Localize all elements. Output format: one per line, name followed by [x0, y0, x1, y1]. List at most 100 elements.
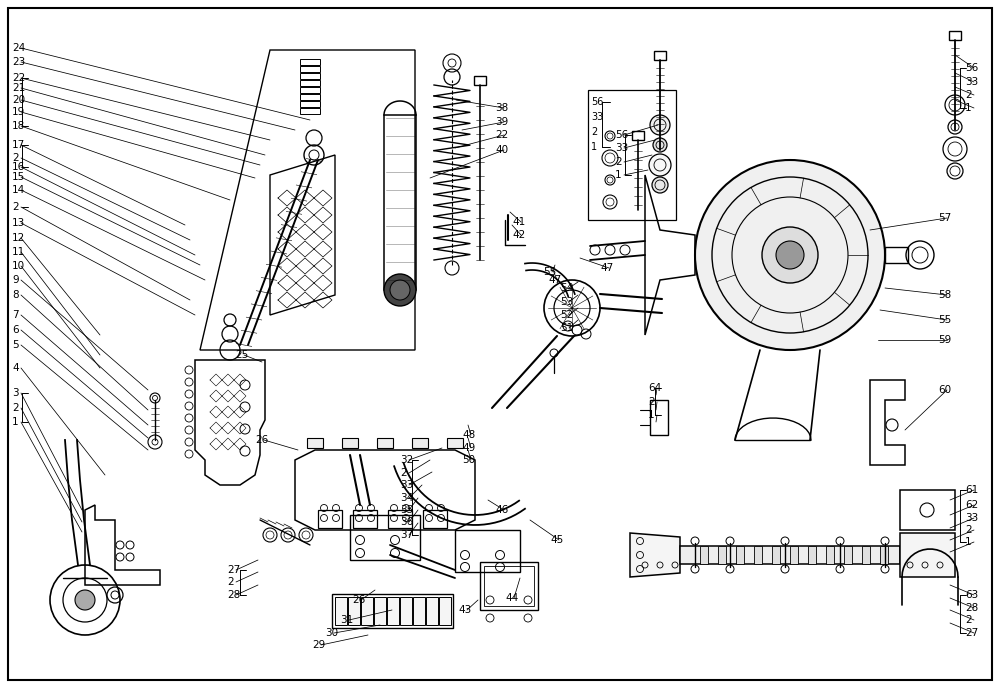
Text: 16: 16: [12, 162, 25, 172]
Text: 60: 60: [938, 385, 951, 395]
Text: 40: 40: [495, 145, 508, 155]
Text: 56: 56: [965, 63, 978, 73]
Bar: [300, 73, 320, 79]
Bar: [318, 510, 342, 528]
Text: 2: 2: [12, 403, 19, 413]
Text: 1: 1: [12, 417, 19, 427]
Text: 56: 56: [615, 130, 628, 140]
Text: 21: 21: [12, 83, 25, 93]
Bar: [680, 546, 900, 564]
Bar: [300, 94, 320, 100]
Text: 18: 18: [12, 121, 25, 131]
Bar: [300, 66, 320, 72]
Text: 1: 1: [965, 537, 972, 547]
Bar: [700, 546, 708, 564]
Text: 12: 12: [12, 233, 25, 243]
Text: 32: 32: [400, 455, 413, 465]
Bar: [790, 546, 798, 564]
Text: 3: 3: [12, 388, 19, 398]
Circle shape: [390, 280, 410, 300]
Text: 4: 4: [12, 363, 19, 373]
Circle shape: [652, 177, 668, 193]
Text: 62: 62: [965, 500, 978, 510]
Text: 54: 54: [560, 283, 573, 293]
Text: 1: 1: [648, 410, 655, 420]
Text: 31: 31: [340, 615, 353, 625]
Bar: [353, 510, 377, 528]
Circle shape: [762, 227, 818, 283]
Text: 39: 39: [495, 117, 508, 127]
Bar: [880, 546, 888, 564]
Text: 6: 6: [12, 325, 19, 335]
Text: 19: 19: [12, 107, 25, 117]
Text: 58: 58: [938, 290, 951, 300]
Text: 49: 49: [462, 443, 475, 453]
Text: 41: 41: [512, 217, 525, 227]
Text: 13: 13: [12, 218, 25, 228]
Bar: [949, 31, 961, 40]
Text: 2: 2: [591, 127, 597, 137]
Bar: [335, 597, 347, 625]
Bar: [736, 546, 744, 564]
Polygon shape: [630, 533, 680, 577]
Text: 22: 22: [495, 130, 508, 140]
Bar: [300, 59, 320, 65]
Bar: [447, 438, 463, 448]
Text: 2: 2: [648, 397, 655, 407]
Text: 10: 10: [12, 261, 25, 271]
Circle shape: [653, 138, 667, 152]
Text: 33: 33: [591, 112, 603, 122]
Text: 8: 8: [12, 290, 19, 300]
Text: 1: 1: [591, 142, 597, 152]
Bar: [413, 597, 425, 625]
Text: 30: 30: [325, 628, 338, 638]
Bar: [348, 597, 360, 625]
Text: 45: 45: [550, 535, 563, 545]
Text: 53: 53: [560, 297, 573, 307]
Bar: [387, 597, 399, 625]
Text: 33: 33: [400, 480, 413, 490]
Text: 33: 33: [965, 513, 978, 523]
Text: 7: 7: [12, 310, 19, 320]
Text: 24: 24: [12, 43, 25, 53]
Bar: [300, 108, 320, 114]
Text: 33: 33: [965, 77, 978, 87]
Text: 5: 5: [12, 340, 19, 350]
Text: 43: 43: [458, 605, 471, 615]
Text: 34: 34: [400, 493, 413, 503]
Bar: [332, 594, 453, 628]
Text: 2: 2: [965, 90, 972, 100]
Text: 47: 47: [600, 263, 613, 273]
Text: 20: 20: [12, 95, 25, 105]
Text: 2: 2: [400, 468, 407, 478]
Bar: [300, 101, 320, 107]
Text: 42: 42: [512, 230, 525, 240]
Bar: [400, 597, 412, 625]
Bar: [844, 546, 852, 564]
Text: 17: 17: [12, 140, 25, 150]
Bar: [439, 597, 451, 625]
Text: 2: 2: [12, 202, 19, 212]
Text: 55: 55: [543, 267, 556, 277]
Bar: [377, 438, 393, 448]
Text: 2: 2: [965, 615, 972, 625]
Bar: [426, 597, 438, 625]
Text: 11: 11: [12, 247, 25, 257]
Text: 61: 61: [965, 485, 978, 495]
Text: 2: 2: [12, 153, 19, 163]
Circle shape: [649, 154, 671, 176]
Text: 51: 51: [560, 323, 573, 333]
Text: 2: 2: [615, 157, 622, 167]
Text: 37: 37: [400, 530, 413, 540]
Text: 57: 57: [938, 213, 951, 223]
Bar: [300, 87, 320, 93]
Bar: [374, 597, 386, 625]
Bar: [388, 510, 412, 528]
Text: 27: 27: [227, 565, 240, 575]
Text: 28: 28: [965, 603, 978, 613]
Text: 47: 47: [548, 275, 561, 285]
Text: 50: 50: [462, 455, 475, 465]
Bar: [307, 438, 323, 448]
Circle shape: [384, 274, 416, 306]
Text: 46: 46: [495, 505, 508, 515]
